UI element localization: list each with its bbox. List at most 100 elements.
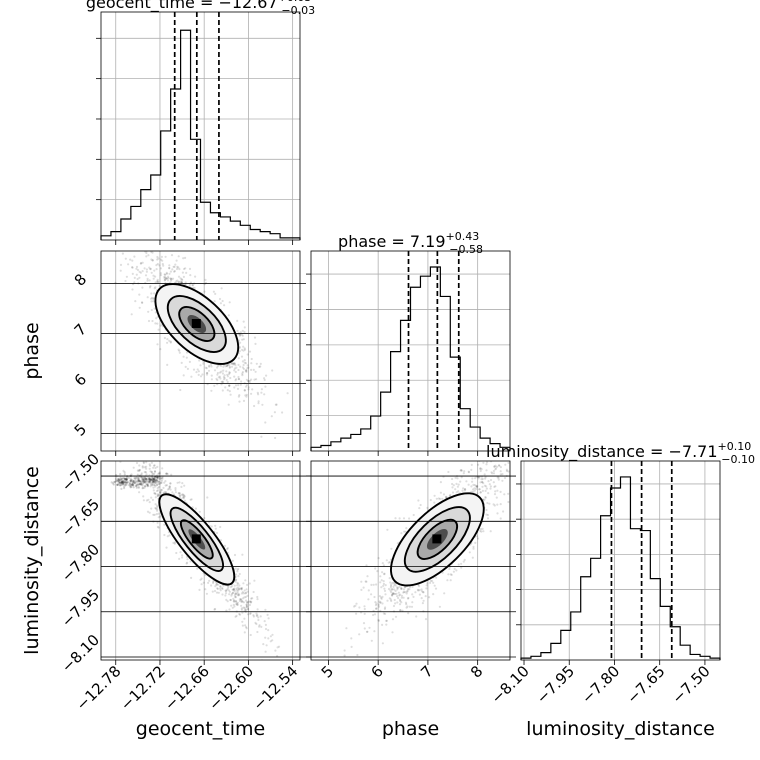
scatter-point [119, 478, 123, 481]
scatter-point [449, 573, 452, 576]
scatter-point [208, 579, 211, 582]
scatter-point [181, 278, 184, 281]
x-tick-label: 8 [467, 662, 486, 681]
scatter-point [139, 438, 141, 440]
scatter-point [169, 482, 172, 485]
scatter-point [185, 271, 188, 274]
scatter-point [406, 590, 409, 593]
scatter-point [383, 589, 387, 593]
scatter-point [390, 588, 393, 591]
scatter-point [233, 362, 236, 365]
scatter-point [165, 472, 168, 475]
scatter-point [214, 524, 217, 527]
scatter-point [435, 576, 438, 579]
scatter-point [166, 535, 169, 538]
scatter-point [248, 350, 252, 353]
scatter-point [184, 281, 187, 284]
scatter-point [140, 483, 143, 486]
scatter-point [388, 577, 391, 580]
scatter-point [181, 554, 184, 557]
scatter-point [471, 455, 473, 457]
scatter-point [237, 395, 240, 398]
scatter-point [263, 620, 266, 623]
scatter-point [134, 484, 138, 488]
scatter-point [147, 479, 150, 482]
scatter-point [131, 458, 133, 460]
scatter-point [121, 477, 125, 480]
scatter-point [237, 582, 240, 585]
scatter-point [446, 579, 449, 582]
scatter-point [373, 630, 376, 633]
scatter-point [362, 586, 365, 589]
scatter-point [225, 588, 228, 591]
scatter-point [390, 594, 394, 597]
scatter-point [154, 506, 157, 510]
scatter-point [242, 606, 245, 609]
scatter-point [127, 442, 129, 444]
scatter-point [460, 476, 463, 479]
scatter-point [131, 266, 134, 269]
scatter-point [241, 624, 244, 627]
scatter-point [467, 483, 470, 486]
scatter-point [381, 595, 384, 599]
scatter-point [232, 362, 235, 365]
scatter-point [174, 491, 177, 494]
scatter-point [131, 481, 134, 484]
scatter-point [243, 631, 246, 634]
scatter-point [398, 517, 401, 520]
scatter-point [138, 458, 140, 460]
scatter-point [127, 457, 129, 459]
scatter-point [180, 281, 183, 284]
scatter-point [117, 479, 120, 482]
scatter-point [375, 607, 378, 610]
scatter-point [151, 477, 154, 480]
scatter-point [493, 504, 496, 507]
scatter-point [362, 622, 366, 625]
scatter-point [227, 314, 230, 317]
scatter-point [151, 479, 154, 482]
scatter-point [376, 570, 379, 573]
scatter-point [169, 488, 172, 491]
scatter-point [417, 585, 421, 588]
scatter-point [394, 592, 397, 596]
x-tick-label: 7 [417, 662, 436, 681]
scatter-point [445, 495, 448, 498]
scatter-point [226, 380, 229, 384]
scatter-point [487, 492, 490, 495]
scatter-point [264, 650, 267, 653]
scatter-point [240, 604, 243, 607]
scatter-point [161, 467, 164, 470]
panel-frame [310, 460, 511, 661]
scatter-point [154, 281, 157, 284]
scatter-point [468, 551, 471, 554]
scatter-point [507, 470, 510, 473]
scatter-point [377, 619, 380, 623]
scatter-point [476, 485, 479, 488]
scatter-point [138, 483, 141, 486]
scatter-point [158, 471, 161, 474]
scatter-point [206, 371, 209, 375]
scatter-point [461, 489, 464, 492]
scatter-point [356, 653, 359, 657]
scatter-point [137, 486, 140, 489]
scatter-point [149, 268, 152, 271]
scatter-point [127, 263, 130, 266]
scatter-point [405, 606, 408, 609]
scatter-point [144, 477, 147, 480]
scatter-point [402, 591, 405, 594]
scatter-point [177, 255, 180, 258]
scatter-point [478, 488, 481, 491]
scatter-point [262, 643, 265, 646]
scatter-point [163, 481, 166, 484]
scatter-point [244, 595, 247, 599]
scatter-point [258, 624, 261, 627]
scatter-point [154, 479, 157, 482]
scatter-point [400, 532, 403, 535]
scatter-point [112, 483, 115, 486]
scatter-point [169, 482, 172, 485]
scatter-point [243, 596, 246, 599]
scatter-point [479, 469, 482, 473]
scatter-point [355, 602, 358, 605]
scatter-point [453, 567, 456, 571]
